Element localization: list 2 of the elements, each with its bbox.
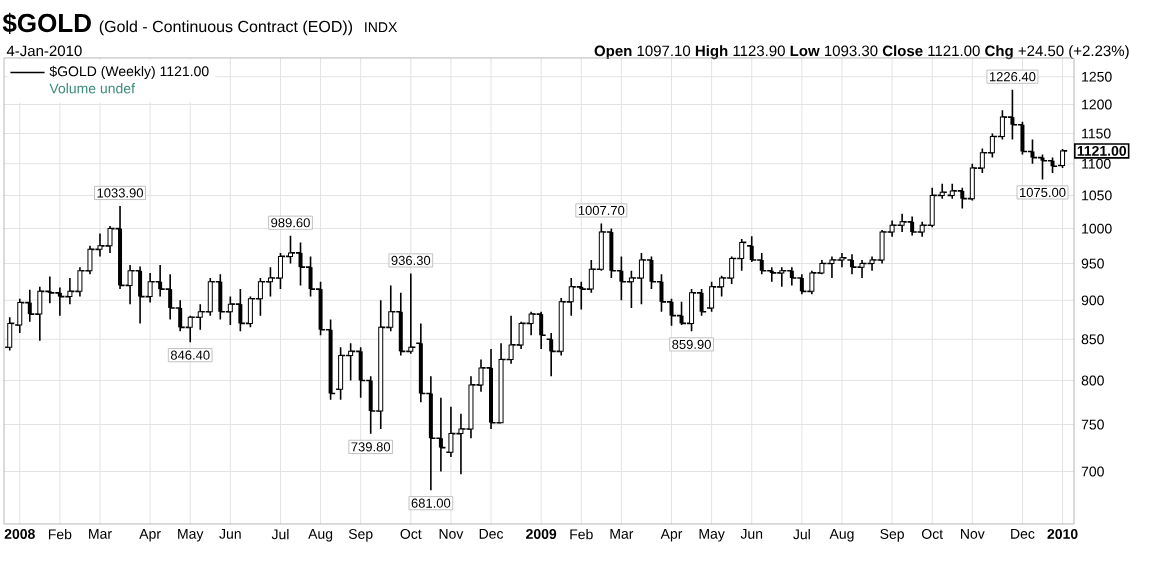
text: (Gold - Continuous Contract (EOD)) <box>99 20 353 36</box>
chart-title: $GOLD <box>2 12 91 34</box>
